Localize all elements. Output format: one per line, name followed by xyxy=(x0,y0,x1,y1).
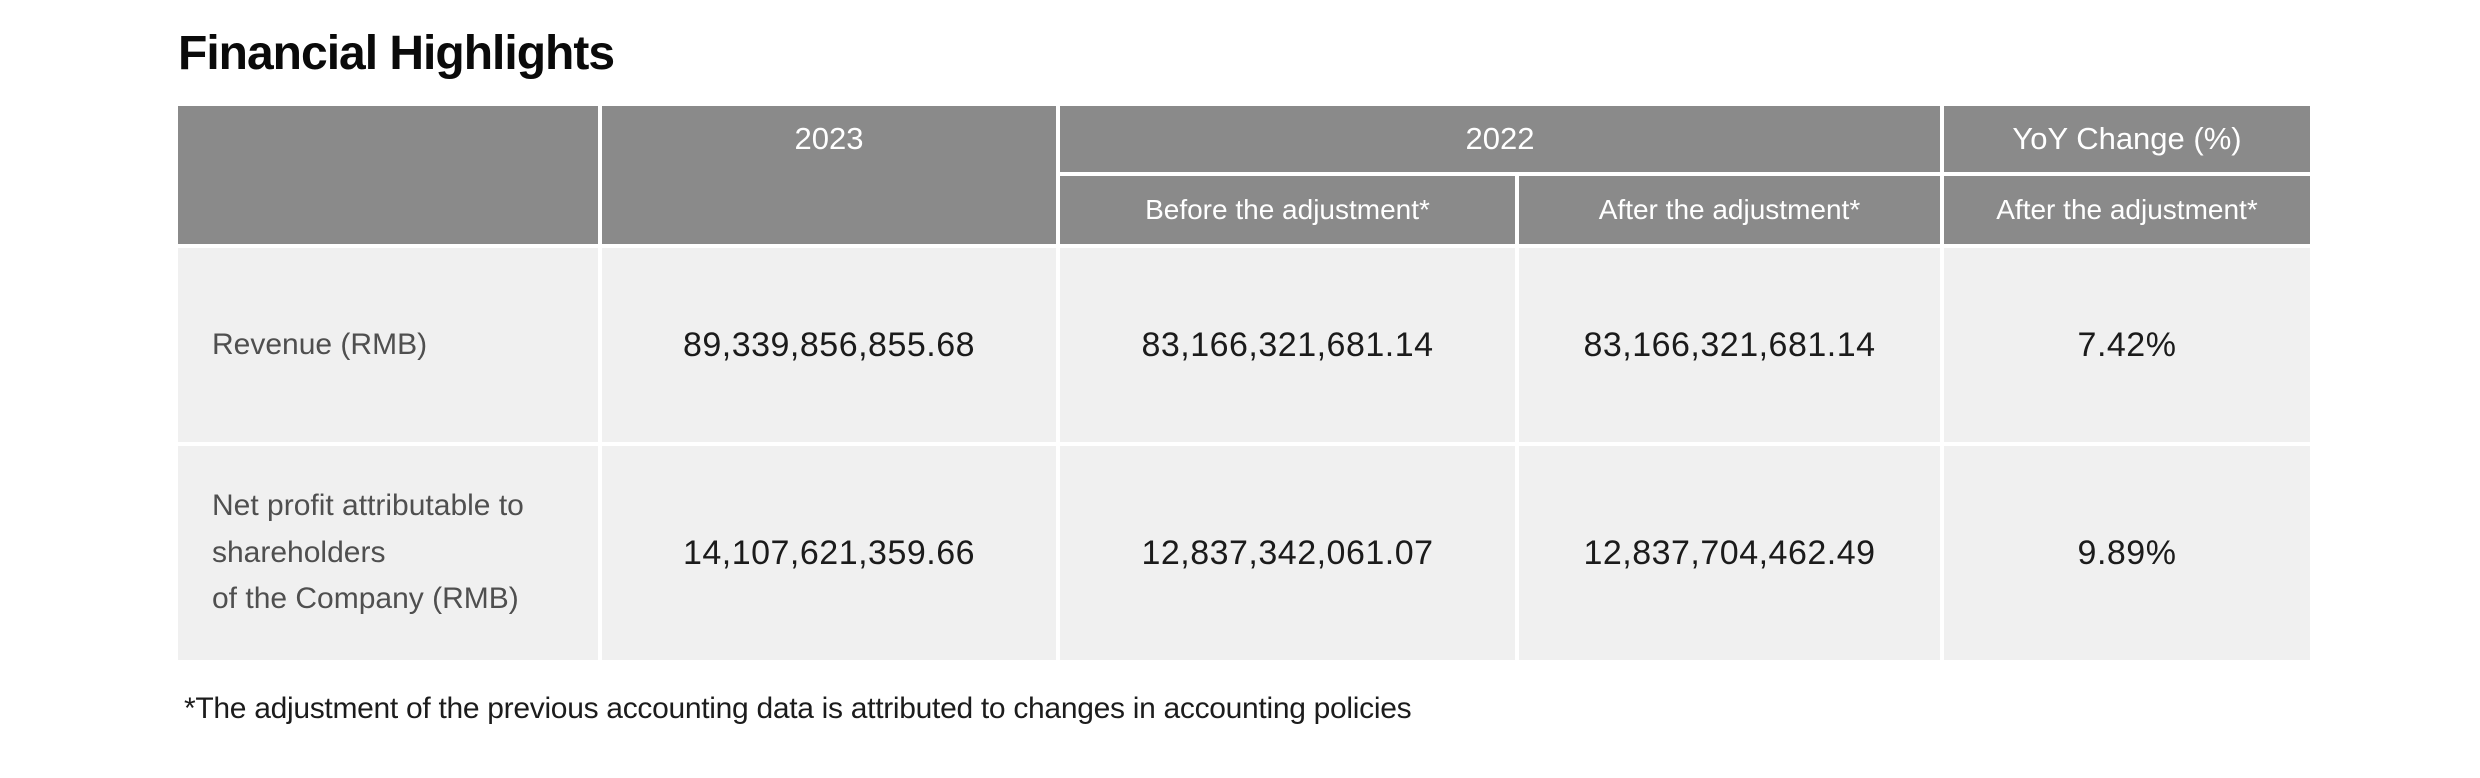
revenue-2023-value: 89,339,856,855.68 xyxy=(602,248,1056,442)
net-profit-yoy-change-value: 9.89% xyxy=(1944,446,2310,660)
net-profit-2022-before-adjustment-value: 12,837,342,061.07 xyxy=(1060,446,1515,660)
page-title: Financial Highlights xyxy=(178,27,615,80)
header-row-sub: Before the adjustment* After the adjustm… xyxy=(178,176,2310,244)
header-col-2023: 2023 xyxy=(602,106,1056,244)
header-row-top: 2023 2022 YoY Change (%) xyxy=(178,106,2310,244)
net-profit-2022-after-adjustment-value: 12,837,704,462.49 xyxy=(1519,446,1940,660)
table-row-revenue: Revenue (RMB) 89,339,856,855.68 83,166,3… xyxy=(178,248,2310,442)
revenue-2022-after-adjustment-value: 83,166,321,681.14 xyxy=(1519,248,1940,442)
header-col-2022: 2022 xyxy=(1060,106,1940,172)
net-profit-row-label: Net profit attributable to shareholders … xyxy=(178,446,598,660)
subheader-2022-after-adjustment: After the adjustment* xyxy=(1519,176,1940,244)
financial-highlights-table: 2023 2022 YoY Change (%) Before the adju… xyxy=(174,102,2314,664)
revenue-yoy-change-value: 7.42% xyxy=(1944,248,2310,442)
header-empty-cell xyxy=(178,106,598,244)
header-col-yoy-change: YoY Change (%) xyxy=(1944,106,2310,172)
subheader-2022-before-adjustment: Before the adjustment* xyxy=(1060,176,1515,244)
adjustment-footnote: *The adjustment of the previous accounti… xyxy=(184,692,1412,725)
revenue-row-label: Revenue (RMB) xyxy=(178,248,598,442)
subheader-yoy-after-adjustment: After the adjustment* xyxy=(1944,176,2310,244)
revenue-2022-before-adjustment-value: 83,166,321,681.14 xyxy=(1060,248,1515,442)
table-row-net-profit: Net profit attributable to shareholders … xyxy=(178,446,2310,660)
net-profit-2023-value: 14,107,621,359.66 xyxy=(602,446,1056,660)
